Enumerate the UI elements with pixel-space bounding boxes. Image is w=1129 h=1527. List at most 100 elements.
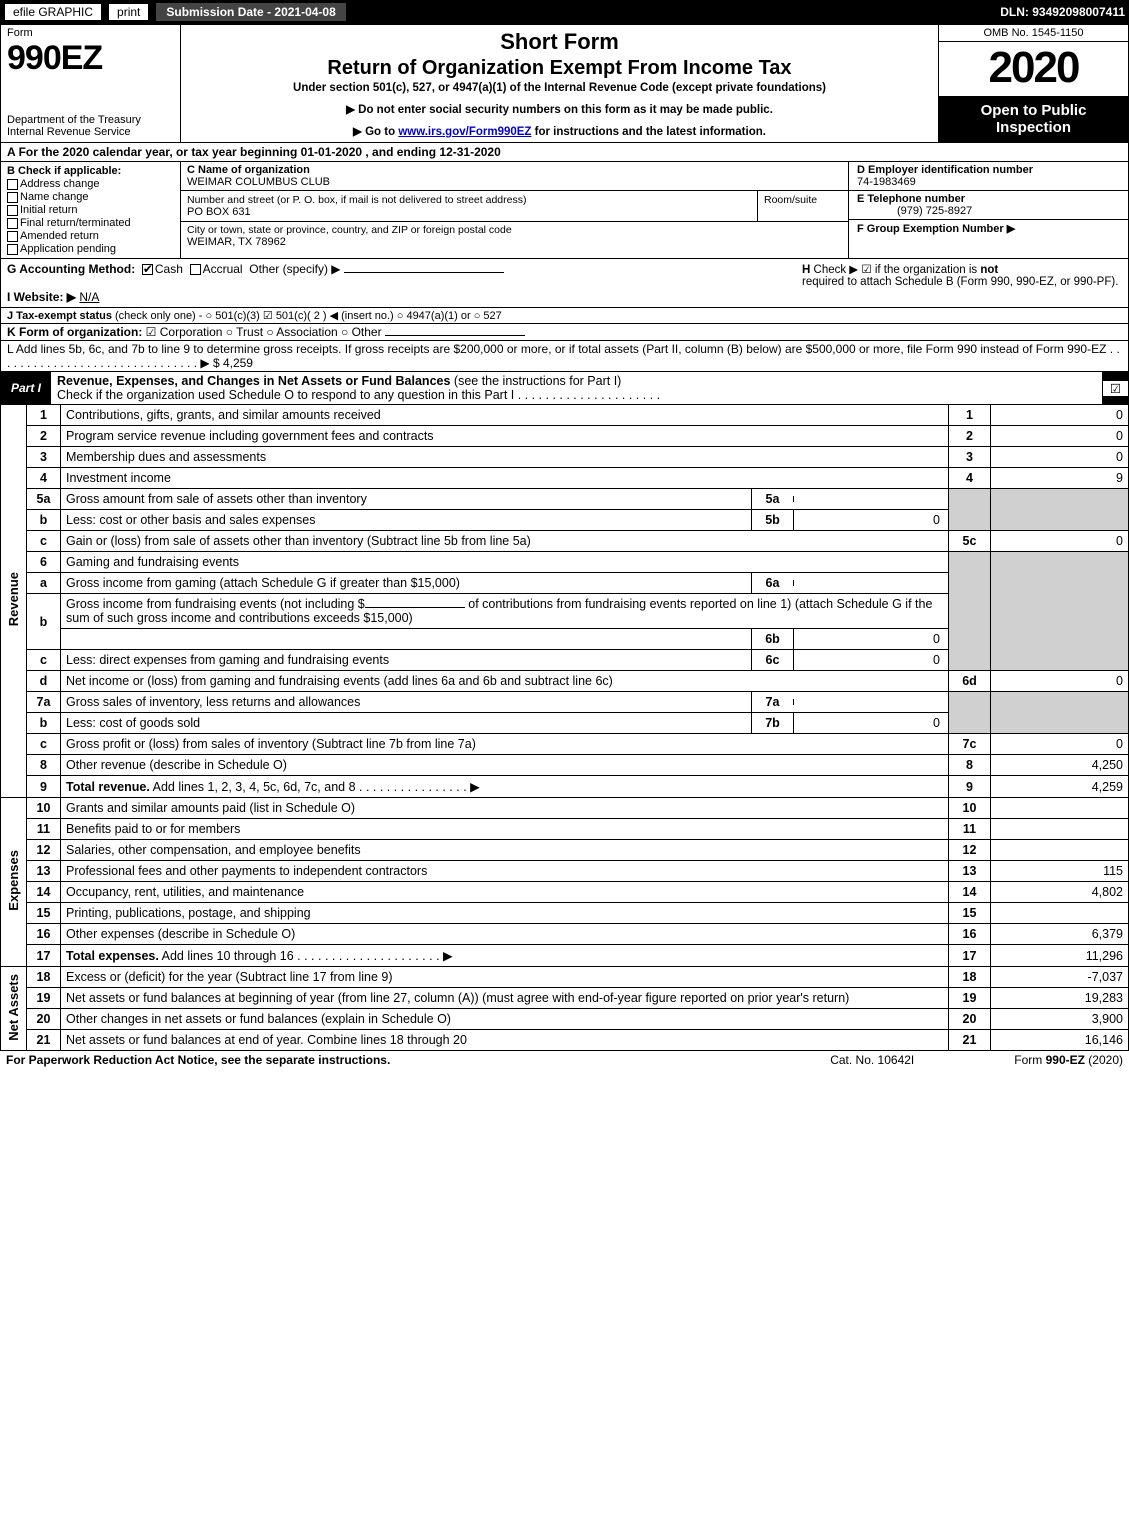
- line-text: Less: direct expenses from gaming and fu…: [61, 650, 751, 670]
- form-label: Form: [1, 25, 180, 39]
- b-item[interactable]: Name change: [7, 191, 174, 203]
- no-ssn-notice: ▶ Do not enter social security numbers o…: [189, 102, 930, 116]
- h-not: not: [980, 264, 998, 276]
- col-b-checkboxes: B Check if applicable: Address change Na…: [1, 162, 181, 258]
- part1-tab: Part I: [1, 379, 51, 397]
- c-name-label: C Name of organization: [187, 164, 310, 176]
- h-rest: required to attach Schedule B (Form 990,…: [802, 276, 1118, 288]
- line-text: Less: cost or other basis and sales expe…: [61, 510, 751, 530]
- line-text: Total expenses.: [66, 949, 159, 963]
- sub-amt: [793, 580, 948, 586]
- line-text: Program service revenue including govern…: [61, 426, 949, 447]
- line-text: Gross income from fundraising events (no…: [66, 597, 365, 611]
- line-text: Other expenses (describe in Schedule O): [61, 924, 949, 945]
- irs-link[interactable]: www.irs.gov/Form990EZ: [398, 126, 531, 138]
- efile-label: efile GRAPHIC: [4, 3, 102, 21]
- i-label: I Website: ▶: [7, 290, 76, 304]
- line-text: Gross amount from sale of assets other t…: [61, 489, 751, 509]
- line-amt: 0: [991, 426, 1129, 447]
- line-text: Net assets or fund balances at end of ye…: [61, 1030, 949, 1051]
- tax-year: 2020: [939, 42, 1128, 94]
- line-amt: 16,146: [991, 1030, 1129, 1051]
- line-text: Excess or (deficit) for the year (Subtra…: [61, 967, 949, 988]
- line-text: Other changes in net assets or fund bala…: [61, 1009, 949, 1030]
- sub-amt: 0: [793, 629, 948, 649]
- line-text: Benefits paid to or for members: [61, 819, 949, 840]
- accrual-label: Accrual: [203, 262, 243, 276]
- print-button[interactable]: print: [108, 3, 149, 21]
- return-title: Return of Organization Exempt From Incom…: [189, 57, 930, 80]
- other-input[interactable]: [344, 272, 504, 273]
- row-l: L Add lines 5b, 6c, and 7b to line 9 to …: [0, 341, 1129, 372]
- line-amt: -7,037: [991, 967, 1129, 988]
- accrual-check[interactable]: [190, 264, 201, 275]
- j-note: (check only one) -: [115, 310, 202, 322]
- line-text2: Add lines 10 through 16: [159, 949, 294, 963]
- line-text: Membership dues and assessments: [61, 447, 949, 468]
- other-label: Other (specify) ▶: [249, 262, 340, 276]
- ein-value: 74-1983469: [857, 176, 916, 188]
- main-grid: Revenue 1Contributions, gifts, grants, a…: [0, 405, 1129, 1051]
- h-text: Check ▶ ☑ if the organization is: [814, 264, 981, 276]
- sub-amt: [793, 699, 948, 705]
- row-g-h: G Accounting Method: Cash Accrual Other …: [0, 259, 1129, 308]
- goto-line: ▶ Go to www.irs.gov/Form990EZ for instru…: [189, 124, 930, 138]
- b-item[interactable]: Address change: [7, 178, 174, 190]
- line-amt: 4,802: [991, 882, 1129, 903]
- line-amt: 19,283: [991, 988, 1129, 1009]
- footer-left: For Paperwork Reduction Act Notice, see …: [6, 1053, 830, 1067]
- k-options: ☑ Corporation ○ Trust ○ Association ○ Ot…: [146, 325, 382, 339]
- part1-subline: Check if the organization used Schedule …: [57, 388, 514, 402]
- line-text: Investment income: [61, 468, 949, 489]
- goto-post: for instructions and the latest informat…: [531, 126, 766, 138]
- line-amt: 9: [991, 468, 1129, 489]
- line-text: Contributions, gifts, grants, and simila…: [61, 405, 949, 426]
- line-amt: [991, 798, 1129, 819]
- netassets-side: Net Assets: [1, 967, 27, 1051]
- under-section: Under section 501(c), 527, or 4947(a)(1)…: [189, 82, 930, 94]
- page-footer: For Paperwork Reduction Act Notice, see …: [0, 1051, 1129, 1069]
- b-item[interactable]: Amended return: [7, 230, 174, 242]
- goto-pre: ▶ Go to: [353, 126, 398, 138]
- sub-amt: 0: [793, 510, 948, 530]
- c-street-cell: Number and street (or P. O. box, if mail…: [181, 191, 848, 222]
- line-amt: 3,900: [991, 1009, 1129, 1030]
- cash-label: Cash: [155, 262, 183, 276]
- submission-date: Submission Date - 2021-04-08: [155, 2, 346, 22]
- phone-label: E Telephone number: [857, 193, 965, 205]
- city-label: City or town, state or province, country…: [187, 224, 512, 236]
- c-city-cell: City or town, state or province, country…: [181, 222, 848, 250]
- part1-title-rest: (see the instructions for Part I): [450, 374, 621, 388]
- city-value: WEIMAR, TX 78962: [187, 236, 286, 248]
- b-item[interactable]: Application pending: [7, 243, 174, 255]
- l-amount: ▶ $ 4,259: [200, 356, 253, 370]
- f-group: F Group Exemption Number ▶: [849, 220, 1128, 258]
- street-value: PO BOX 631: [187, 206, 251, 218]
- row-j: J Tax-exempt status (check only one) - ○…: [0, 308, 1129, 324]
- expenses-side: Expenses: [1, 798, 27, 967]
- room-label: Room/suite: [758, 191, 848, 221]
- line-text: Total revenue.: [66, 780, 150, 794]
- form-number: 990EZ: [1, 39, 180, 78]
- line-amt: 11,296: [991, 945, 1129, 967]
- row-a-tax-year: A For the 2020 calendar year, or tax yea…: [0, 143, 1129, 162]
- line-text: Gross sales of inventory, less returns a…: [61, 692, 751, 712]
- cash-check[interactable]: [142, 264, 153, 275]
- j-label: J Tax-exempt status: [7, 310, 112, 322]
- phone-value: (979) 725-8927: [857, 205, 972, 217]
- b-item[interactable]: Initial return: [7, 204, 174, 216]
- line-text: Other revenue (describe in Schedule O): [61, 755, 949, 776]
- identity-block: B Check if applicable: Address change Na…: [0, 162, 1129, 259]
- line-text: Gaming and fundraising events: [61, 552, 949, 573]
- b-item[interactable]: Final return/terminated: [7, 217, 174, 229]
- row-k: K Form of organization: ☑ Corporation ○ …: [0, 324, 1129, 341]
- line-text: Net income or (loss) from gaming and fun…: [61, 671, 949, 692]
- line-text: Salaries, other compensation, and employ…: [61, 840, 949, 861]
- part1-check[interactable]: ☑: [1102, 381, 1128, 396]
- d-ein: D Employer identification number 74-1983…: [849, 162, 1128, 191]
- k-label: K Form of organization:: [7, 325, 142, 339]
- j-options: ○ 501(c)(3) ☑ 501(c)( 2 ) ◀ (insert no.)…: [206, 310, 502, 322]
- row-a-text: For the 2020 calendar year, or tax year …: [19, 145, 501, 159]
- website-value: N/A: [79, 290, 99, 304]
- line-text: Gross profit or (loss) from sales of inv…: [61, 734, 949, 755]
